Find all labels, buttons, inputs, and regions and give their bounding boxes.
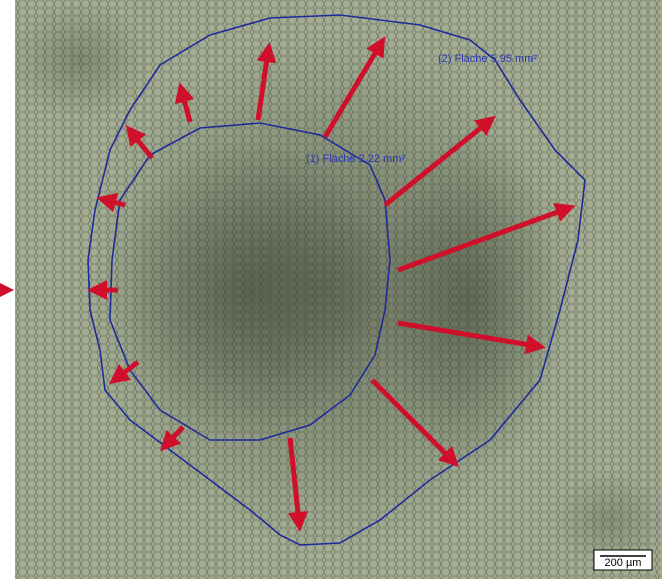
arrow <box>174 82 195 123</box>
arrow <box>397 320 546 355</box>
shade <box>550 470 662 570</box>
inner-outline <box>109 122 391 441</box>
arrow <box>370 378 460 468</box>
growth-arrows <box>0 36 576 532</box>
outer-outline <box>87 14 586 546</box>
arrow <box>383 115 496 207</box>
arrow <box>287 437 308 532</box>
arrow <box>125 125 154 160</box>
arrow <box>160 425 185 452</box>
arrow <box>96 192 126 213</box>
arrow <box>255 42 277 121</box>
scale-bar-box <box>593 549 653 571</box>
arrow <box>109 360 140 385</box>
shade <box>10 0 150 120</box>
scale-bar-label: 200 µm <box>605 557 642 569</box>
inner-area-label: (1) Fläche 2.22 mm² <box>306 153 405 165</box>
arrow <box>322 36 386 139</box>
outer-area-label: (2) Fläche 5.95 mm² <box>438 53 537 65</box>
arrow <box>397 203 576 273</box>
shade <box>380 130 560 470</box>
shade <box>110 140 390 440</box>
